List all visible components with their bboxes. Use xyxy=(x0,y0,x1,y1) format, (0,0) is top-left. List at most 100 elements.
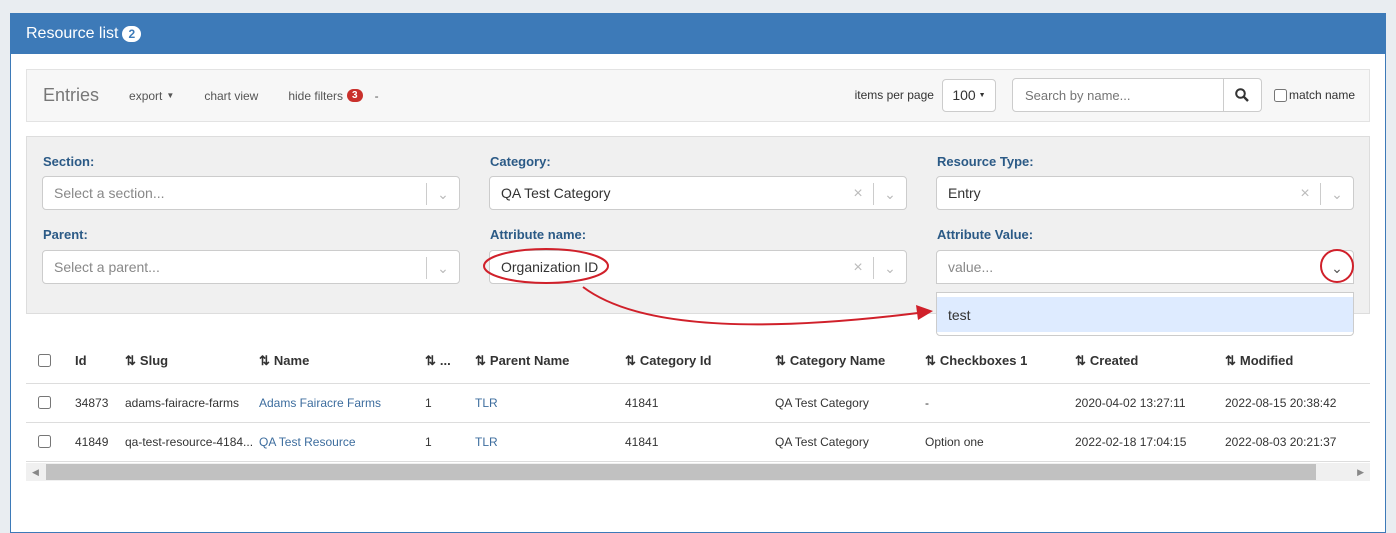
column-header-category-name[interactable]: ⇅ Category Name xyxy=(774,339,924,384)
resource-type-value: Entry xyxy=(948,185,981,201)
resource-type-label: Resource Type: xyxy=(937,154,1034,169)
cell-id: 34873 xyxy=(74,383,124,423)
attribute-name-label: Attribute name: xyxy=(490,227,587,242)
toolbar: Entries export ▼ chart view hide filters 3… xyxy=(26,69,1370,122)
select-all-checkbox[interactable] xyxy=(38,354,51,368)
row-checkbox[interactable] xyxy=(38,396,51,409)
resource-list-panel: Resource list 2 Entries export ▼ chart vi… xyxy=(10,13,1386,533)
items-per-page-label: items per page xyxy=(854,88,934,102)
items-per-page-select[interactable]: 100 ▼ xyxy=(941,78,996,112)
match-name-toggle[interactable]: match name xyxy=(1273,88,1355,102)
sort-icon: ⇅ xyxy=(475,352,486,368)
column-label: Modified xyxy=(1239,352,1294,368)
column-header-category-id[interactable]: ⇅ Category Id xyxy=(624,339,774,384)
items-per-page-value: 100 xyxy=(952,87,976,103)
cell-name-link[interactable]: QA Test Resource xyxy=(258,422,424,462)
dropdown-option[interactable]: test xyxy=(937,297,1353,332)
toolbar-title: Entries xyxy=(43,85,100,105)
chevron-down-icon[interactable]: ⌄ xyxy=(1331,259,1343,276)
attribute-value-placeholder: value... xyxy=(948,259,994,275)
attribute-name-select[interactable]: Organization ID × ⌄ xyxy=(489,250,907,284)
scrollbar-thumb[interactable] xyxy=(46,464,1316,480)
cell-created: 2020-04-02 13:27:11 xyxy=(1074,383,1224,423)
cell-slug: adams-fairacre-farms xyxy=(124,383,258,423)
column-header-slug[interactable]: ⇅ Slug xyxy=(124,339,258,384)
cell-value: 1 xyxy=(424,383,474,423)
section-placeholder: Select a section... xyxy=(54,185,165,201)
filter-dash: - xyxy=(374,88,379,103)
sort-icon: ⇅ xyxy=(625,352,636,368)
column-header-checkboxes-1[interactable]: ⇅ Checkboxes 1 xyxy=(924,339,1074,384)
column-label: Category Id xyxy=(639,352,712,368)
clear-icon[interactable]: × xyxy=(853,259,863,276)
cell-name-link[interactable]: Adams Fairacre Farms xyxy=(258,383,424,423)
section-select[interactable]: Select a section... ⌄ xyxy=(42,176,460,210)
column-header-modified[interactable]: ⇅ Modified xyxy=(1224,339,1370,384)
cell-modified: 2022-08-03 20:21:37 xyxy=(1224,422,1370,462)
cell-parent-link[interactable]: TLR xyxy=(474,422,624,462)
attribute-value-label: Attribute Value: xyxy=(937,227,1034,242)
attribute-value-dropdown: test xyxy=(936,292,1354,336)
column-header-name[interactable]: ⇅ Name xyxy=(258,339,424,384)
parent-placeholder: Select a parent... xyxy=(54,259,160,275)
sort-icon: ⇅ xyxy=(125,352,136,368)
column-label: Id xyxy=(75,353,87,369)
resource-count-badge: 2 xyxy=(122,26,142,42)
search-button[interactable] xyxy=(1223,78,1262,112)
chevron-down-icon: ⌄ xyxy=(884,259,896,276)
column-header-id[interactable]: Id xyxy=(74,339,124,384)
column-header-truncated[interactable]: ⇅... xyxy=(424,339,474,384)
export-label: export xyxy=(129,88,163,103)
chevron-down-icon: ⌄ xyxy=(1331,185,1343,202)
horizontal-scrollbar[interactable]: ◀ ▶ xyxy=(26,463,1370,481)
cell-slug: qa-test-resource-4184... xyxy=(124,422,258,462)
table-header-row: Id ⇅ Slug ⇅ Name ⇅... ⇅ Parent Name ⇅ Catego… xyxy=(26,339,1370,384)
cell-value: 1 xyxy=(424,422,474,462)
column-label: Category Name xyxy=(789,352,886,368)
sort-icon: ⇅ xyxy=(925,352,936,368)
match-name-label: match name xyxy=(1288,88,1355,102)
chart-view-link[interactable]: chart view xyxy=(204,88,259,103)
attribute-value-select[interactable]: value... ⌄ xyxy=(936,250,1354,284)
column-label: Checkboxes 1 xyxy=(939,352,1028,368)
sort-icon: ⇅ xyxy=(425,352,436,368)
export-dropdown[interactable]: export ▼ xyxy=(129,89,174,103)
column-label: ... xyxy=(439,352,451,368)
resource-type-select[interactable]: Entry × ⌄ xyxy=(936,176,1354,210)
cell-checkboxes: Option one xyxy=(924,422,1074,462)
panel-title: Resource list xyxy=(26,25,119,42)
attribute-name-value: Organization ID xyxy=(501,259,599,275)
panel-header: Resource list 2 xyxy=(11,14,1385,54)
column-header-parent-name[interactable]: ⇅ Parent Name xyxy=(474,339,624,384)
filter-count-badge: 3 xyxy=(347,89,363,102)
section-label: Section: xyxy=(43,154,95,169)
caret-down-icon: ▼ xyxy=(166,91,175,100)
cell-created: 2022-02-18 17:04:15 xyxy=(1074,422,1224,462)
table-row: 34873 adams-fairacre-farms Adams Fairacr… xyxy=(26,383,1370,423)
search-input[interactable] xyxy=(1011,78,1224,112)
parent-select[interactable]: Select a parent... ⌄ xyxy=(42,250,460,284)
cell-checkboxes: - xyxy=(924,383,1074,423)
chevron-down-icon: ⌄ xyxy=(437,259,449,276)
search-icon xyxy=(1235,88,1250,102)
cell-category-id: 41841 xyxy=(624,383,774,423)
scroll-right-icon[interactable]: ▶ xyxy=(1357,466,1364,477)
clear-icon[interactable]: × xyxy=(853,185,863,202)
cell-modified: 2022-08-15 20:38:42 xyxy=(1224,383,1370,423)
column-label: Slug xyxy=(139,352,169,368)
sort-icon: ⇅ xyxy=(775,352,786,368)
scroll-left-icon[interactable]: ◀ xyxy=(32,466,39,477)
chevron-down-icon: ⌄ xyxy=(437,185,449,202)
category-value: QA Test Category xyxy=(501,185,611,201)
chevron-down-icon: ⌄ xyxy=(884,185,896,202)
cell-parent-link[interactable]: TLR xyxy=(474,383,624,423)
hide-filters-link[interactable]: hide filters 3- xyxy=(288,89,378,103)
clear-icon[interactable]: × xyxy=(1300,185,1310,202)
resource-table: Id ⇅ Slug ⇅ Name ⇅... ⇅ Parent Name ⇅ Catego… xyxy=(26,339,1370,462)
column-header-created[interactable]: ⇅ Created xyxy=(1074,339,1224,384)
match-name-checkbox[interactable] xyxy=(1273,88,1287,102)
row-checkbox[interactable] xyxy=(38,435,51,448)
column-label: Parent Name xyxy=(489,352,570,368)
caret-down-icon: ▼ xyxy=(978,91,986,99)
category-select[interactable]: QA Test Category × ⌄ xyxy=(489,176,907,210)
